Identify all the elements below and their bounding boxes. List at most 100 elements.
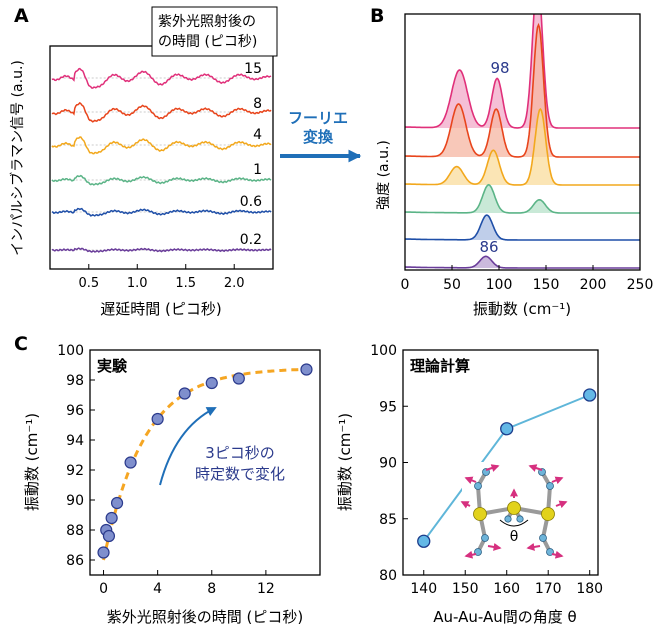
fourier-label-2: 変換 xyxy=(303,128,334,146)
calc-point-140 xyxy=(417,534,431,548)
data-point-8 xyxy=(205,376,218,390)
cr-y-tick-label-85: 85 xyxy=(379,512,397,528)
calc-point-180 xyxy=(583,388,597,402)
cr-y-tick-label-90: 90 xyxy=(379,456,397,472)
b-x-tick-label-200: 200 xyxy=(580,277,607,293)
panel-a-legend-box xyxy=(151,6,278,57)
data-point-7 xyxy=(178,387,191,400)
panel-b-y-label: 強度 (a.u.) xyxy=(376,140,392,210)
panel-a-x-ticks: 0.5 1.0 1.5 2.0 xyxy=(78,264,245,291)
data-point-2 xyxy=(102,529,116,543)
cr-y-tick-label-80: 80 xyxy=(379,568,397,584)
cl-y-tick-label-96: 96 xyxy=(66,403,84,419)
trace-0.6-ps xyxy=(51,207,272,217)
spectrum-fill-0.6 xyxy=(405,215,640,240)
fourier-label-1: フーリエ xyxy=(288,109,348,127)
panel-a-traces: 0.2 0.6 1 4 8 15 xyxy=(51,61,272,253)
panel-b-frame xyxy=(404,13,641,271)
data-point-10 xyxy=(300,363,313,376)
spectrum-line-8 xyxy=(405,22,640,158)
spectrum-fill-4 xyxy=(405,109,640,185)
spectrum-line-1 xyxy=(405,183,640,214)
spectrum-line-0.6 xyxy=(405,214,640,241)
spectrum-fill-0.2 xyxy=(405,256,640,268)
panel-a-legend-line2: の時間 (ピコ秒) xyxy=(158,34,257,50)
panel-cr-title: 理論計算 xyxy=(410,357,470,375)
trace-label-0.6: 0.6 xyxy=(240,194,262,210)
data-point-4 xyxy=(110,496,124,510)
cr-x-tick-label-180: 180 xyxy=(576,581,603,597)
trace-label-8: 8 xyxy=(253,96,262,112)
b-x-tick-label-50: 50 xyxy=(443,277,461,293)
panel-b-label: B xyxy=(370,5,384,27)
panel-a-y-label: インパルシブラマン信号 (a.u.) xyxy=(9,60,26,256)
cl-y-tick-label-94: 94 xyxy=(66,433,84,449)
angle-arc xyxy=(499,519,529,527)
cl-x-tick-label-0: 0 xyxy=(99,581,108,597)
b-x-tick-label-150: 150 xyxy=(533,277,560,293)
panel-cr-points xyxy=(417,388,597,548)
molecule-inset: θ xyxy=(460,462,572,562)
cl-y-tick-label-100: 100 xyxy=(57,343,84,359)
cl-y-tick-label-88: 88 xyxy=(66,523,84,539)
b-x-tick-label-100: 100 xyxy=(486,277,513,293)
cl-x-tick-label-12: 12 xyxy=(257,581,275,597)
panel-cr-y-label: 振動数 (cm⁻¹) xyxy=(336,413,354,511)
spectrum-line-0.2 xyxy=(405,255,640,269)
trace-label-15: 15 xyxy=(244,61,262,77)
cr-y-tick-label-95: 95 xyxy=(379,399,397,415)
cl-y-tick-label-92: 92 xyxy=(66,463,84,479)
panel-b-clipped xyxy=(405,14,640,269)
cl-y-tick-label-98: 98 xyxy=(66,373,84,389)
data-point-9 xyxy=(232,372,245,385)
trace-label-0.2: 0.2 xyxy=(240,232,262,248)
trace-label-1: 1 xyxy=(253,162,262,178)
cr-y-tick-label-100: 100 xyxy=(370,343,397,359)
panel-b-x-label: 振動数 (cm⁻¹) xyxy=(473,300,571,318)
spectrum-line-15 xyxy=(405,14,640,129)
data-point-0 xyxy=(97,546,110,559)
spectrum-fill-15 xyxy=(405,14,640,128)
cl-y-tick-label-86: 86 xyxy=(66,553,84,569)
a-x-tick-label-2.0: 2.0 xyxy=(224,276,245,291)
exponential-fit-line xyxy=(102,367,307,561)
a-x-tick-label-1.5: 1.5 xyxy=(175,276,196,291)
trace-0.2-ps xyxy=(51,247,272,253)
panel-cl-title: 実験 xyxy=(97,357,128,375)
cr-x-tick-label-150: 150 xyxy=(452,581,479,597)
panel-cl-frame xyxy=(89,349,321,576)
panel-cl-axes: 86 88 90 92 94 96 98 100 0 4 8 12 xyxy=(57,343,275,597)
trace-15-ps xyxy=(51,67,272,89)
panel-cr-axes: 80 85 90 95 100 140 150 160 170 180 xyxy=(370,343,603,597)
panel-a-label: A xyxy=(14,5,29,27)
trace-8-ps xyxy=(51,101,272,123)
trace-4-ps xyxy=(51,136,272,155)
cr-x-tick-label-160: 160 xyxy=(493,581,520,597)
vibration-arrows xyxy=(460,464,568,559)
spectrum-fill-1 xyxy=(405,184,640,213)
spectrum-fill-8 xyxy=(405,25,640,157)
a-x-tick-label-0.5: 0.5 xyxy=(78,276,99,291)
angle-theta-label: θ xyxy=(510,529,519,545)
molecule-light-atoms xyxy=(474,468,554,556)
cr-x-tick-label-140: 140 xyxy=(410,581,437,597)
cl-y-tick-label-90: 90 xyxy=(66,493,84,509)
panel-cr-x-label: Au-Au-Au間の角度 θ xyxy=(433,608,576,626)
panel-b-x-ticks: 0 50 100 150 200 250 xyxy=(401,265,654,293)
peak-label-86: 86 xyxy=(479,238,498,256)
time-constant-note-1: 3ピコ秒の xyxy=(205,444,275,462)
b-x-tick-label-250: 250 xyxy=(627,277,654,293)
cl-x-tick-label-4: 4 xyxy=(153,581,162,597)
panel-b-traces xyxy=(405,14,640,269)
trace-1-ps xyxy=(51,174,272,186)
panel-cl-y-label: 振動数 (cm⁻¹) xyxy=(23,413,41,511)
b-x-tick-label-0: 0 xyxy=(401,277,410,293)
panel-cl-points xyxy=(97,363,313,559)
panel-c-label: C xyxy=(14,333,28,355)
peak-label-98: 98 xyxy=(490,59,509,77)
cr-x-tick-label-170: 170 xyxy=(535,581,562,597)
spectrum-line-4 xyxy=(405,107,640,186)
trend-arrow xyxy=(159,407,217,486)
a-x-tick-label-1.0: 1.0 xyxy=(127,276,148,291)
